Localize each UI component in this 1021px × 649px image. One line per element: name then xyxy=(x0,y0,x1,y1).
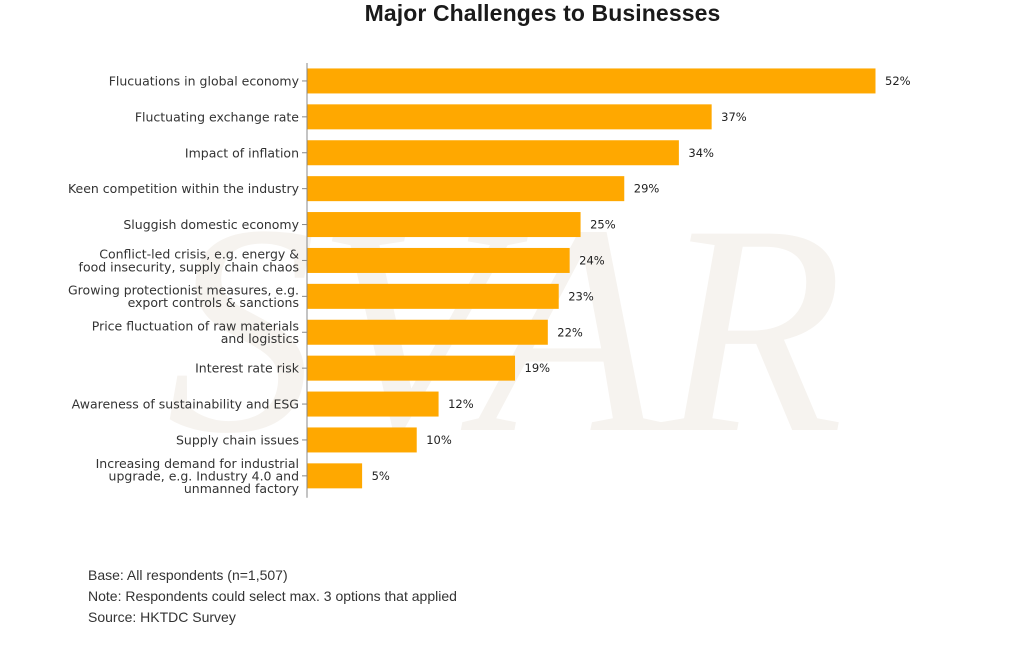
data-label: 52% xyxy=(885,74,911,88)
bar xyxy=(307,104,712,130)
data-label: 23% xyxy=(568,289,594,303)
category-label: Conflict-led crisis, e.g. energy & food i… xyxy=(79,247,300,275)
data-label: 22% xyxy=(557,325,583,339)
bar xyxy=(307,176,625,202)
data-label: 34% xyxy=(688,146,714,160)
bar xyxy=(307,68,876,94)
bar xyxy=(307,247,570,273)
data-label: 10% xyxy=(426,433,452,447)
data-label: 24% xyxy=(579,253,605,267)
footnote-source: Source: HKTDC Survey xyxy=(88,609,236,625)
data-label: 12% xyxy=(448,397,474,411)
footnotes: Base: All respondents (n=1,507) Note: Re… xyxy=(88,565,457,628)
data-label: 37% xyxy=(721,110,747,124)
bar xyxy=(307,463,363,489)
category-label: Increasing demand for industrial upgrade,… xyxy=(96,456,300,496)
bar xyxy=(307,283,559,309)
category-label: Flucuations in global economy xyxy=(109,73,300,88)
chart-title: Major Challenges to Businesses xyxy=(364,0,721,26)
bar xyxy=(307,212,581,238)
category-label: Price fluctuation of raw materials and lo… xyxy=(92,318,299,346)
bar xyxy=(307,319,548,345)
category-label: Keen competition within the industry xyxy=(68,181,300,196)
data-label: 19% xyxy=(525,361,551,375)
bar xyxy=(307,140,679,166)
category-label: Sluggish domestic economy xyxy=(123,217,299,232)
bar xyxy=(307,391,439,417)
category-label: Impact of inflation xyxy=(185,145,299,160)
category-label: Awareness of sustainability and ESG xyxy=(72,397,299,412)
category-label: Growing protectionist measures, e.g. expo… xyxy=(68,283,299,311)
data-label: 5% xyxy=(372,469,390,483)
category-label: Fluctuating exchange rate xyxy=(135,109,299,124)
data-label: 25% xyxy=(590,218,616,232)
bar xyxy=(307,355,516,381)
data-label: 29% xyxy=(634,182,660,196)
bar xyxy=(307,427,417,453)
footnote-base: Base: All respondents (n=1,507) xyxy=(88,567,288,583)
footnote-note: Note: Respondents could select max. 3 op… xyxy=(88,588,457,604)
category-label: Interest rate risk xyxy=(195,361,300,376)
category-label: Supply chain issues xyxy=(176,432,299,447)
